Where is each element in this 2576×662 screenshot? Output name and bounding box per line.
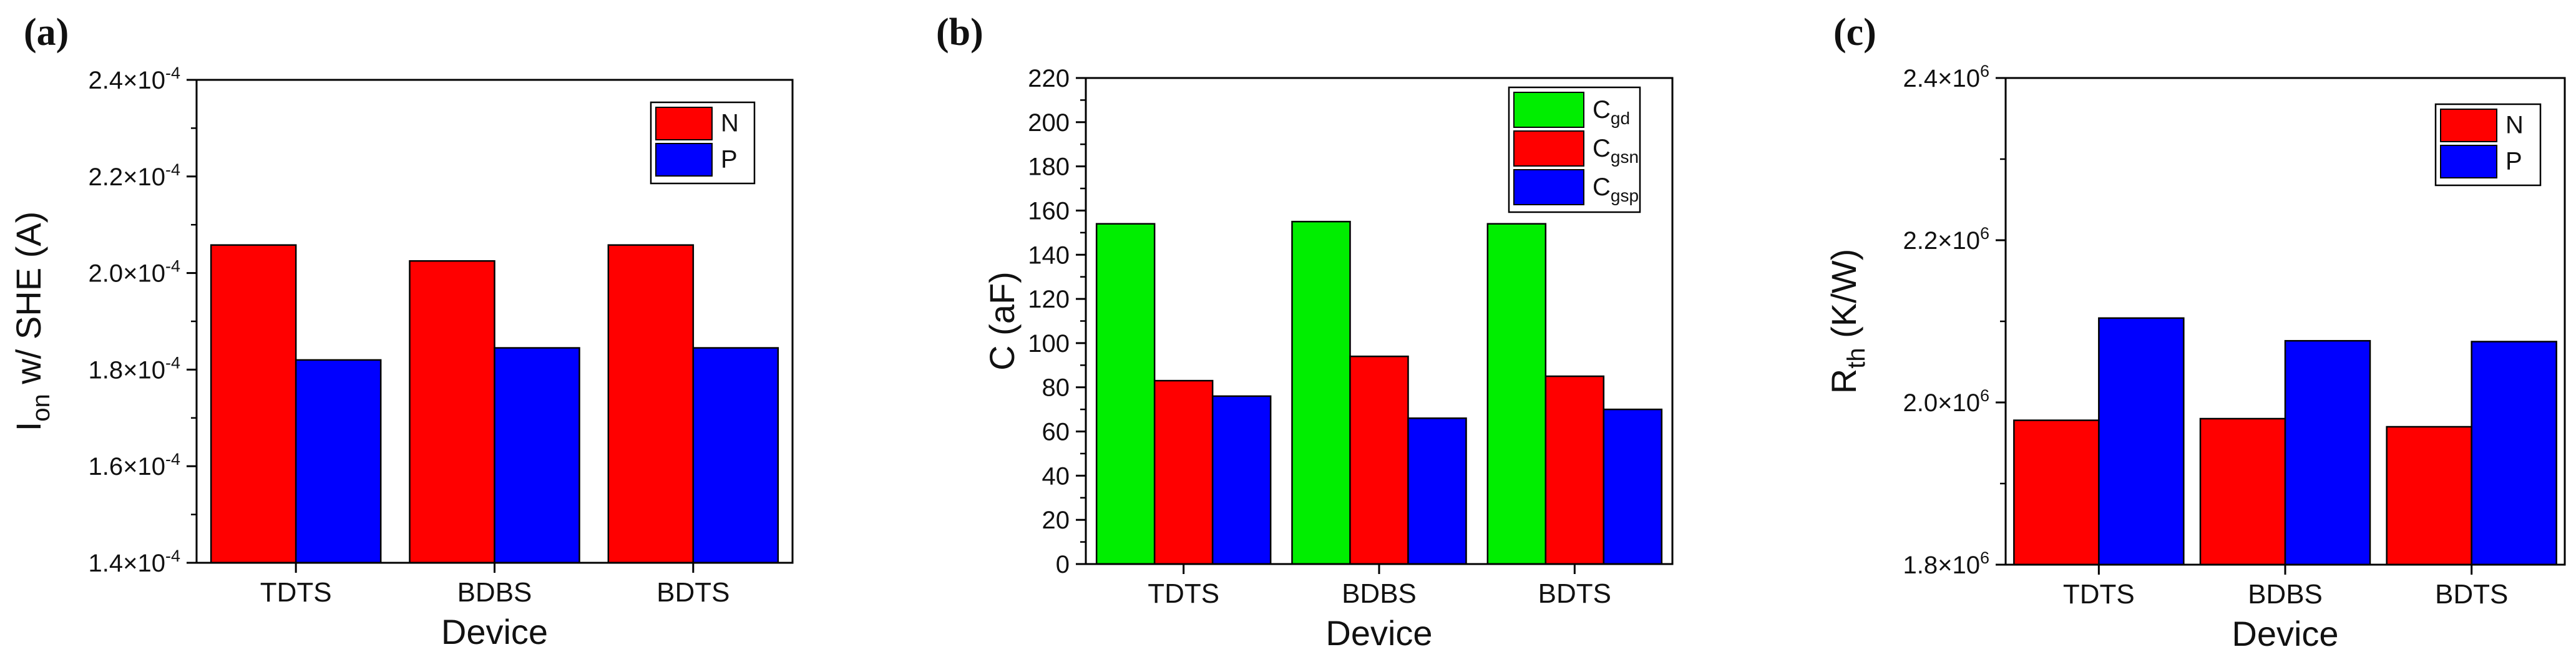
legend: NP xyxy=(650,101,756,185)
legend-swatch-cgsp xyxy=(1513,169,1584,205)
bar-bdts-cgd xyxy=(1486,223,1547,565)
y-axis-label: C (aF) xyxy=(982,271,1022,371)
y-axis-label: Rth (K/W) xyxy=(1824,249,1870,394)
bar-bdbs-cgsn xyxy=(1349,355,1409,565)
y-tick-label: 1.4×10-4 xyxy=(89,547,180,577)
y-tick-label: 220 xyxy=(1028,65,1070,92)
y-tick-label: 2.4×106 xyxy=(1903,62,1990,92)
bar-tdts-cgsn xyxy=(1153,379,1214,565)
bar-tdts-cgsp xyxy=(1211,395,1272,565)
legend: Cgd Cgsn Cgsp xyxy=(1508,86,1641,213)
y-tick-label: 120 xyxy=(1028,286,1070,313)
bar-bdbs-n xyxy=(2199,417,2286,566)
legend-swatch-p xyxy=(2440,145,2497,178)
x-axis-label: Device xyxy=(2232,614,2338,653)
bar-bdbs-cgd xyxy=(1291,220,1351,565)
y-tick-label: 140 xyxy=(1028,241,1070,269)
bar-bdbs-p xyxy=(2284,339,2371,566)
y-tick-label: 2.0×106 xyxy=(1903,386,1990,417)
panel-label: (c) xyxy=(1833,11,1876,54)
legend-label-cgsp: Cgsp xyxy=(1593,173,1639,205)
x-tick-label: BDBS xyxy=(2248,579,2323,610)
bar-bdts-cgsp xyxy=(1603,408,1663,565)
y-tick-label: 2.2×106 xyxy=(1903,224,1990,255)
chart-panel-3: (c) TDTS BDBS BDTS 1.8×106 2.0×106 2.2×106 2.4×… xyxy=(1824,11,2566,653)
bar-bdts-p xyxy=(692,347,779,564)
legend-label-p: P xyxy=(2505,147,2522,175)
y-tick-label: 200 xyxy=(1028,109,1070,137)
y-tick-label: 160 xyxy=(1028,197,1070,225)
bar-tdts-cgd xyxy=(1095,223,1156,565)
y-tick-label: 180 xyxy=(1028,153,1070,181)
x-tick-label: BDBS xyxy=(1342,578,1417,609)
x-tick-label: TDTS xyxy=(260,577,332,608)
bar-bdbs-cgsp xyxy=(1407,417,1467,565)
y-tick-label: 1.6×10-4 xyxy=(89,450,180,480)
chart-panel-2: (b) TDTS BDBS BDTS 0 20 40 60 80 100 120 140 160 180 2… xyxy=(936,11,1674,653)
y-axis-label: Ion w/ SHE (A) xyxy=(9,212,55,432)
legend-swatch-cgsn xyxy=(1513,130,1584,167)
legend-label-cgsn: Cgsn xyxy=(1593,135,1639,167)
panel-label: (a) xyxy=(24,11,69,54)
y-tick-label: 1.8×10-4 xyxy=(89,353,180,384)
y-tick-label: 100 xyxy=(1028,330,1070,358)
bar-bdts-p xyxy=(2471,341,2557,566)
x-tick-label: BDTS xyxy=(2435,579,2508,610)
chart-panel-1: (a) TDTS BDBS BDTS 1.4×10-4 1.6×10-4 1.8×10-4 2… xyxy=(9,11,794,651)
x-tick-label: BDTS xyxy=(1538,578,1611,609)
y-tick-label: 1.8×106 xyxy=(1903,548,1990,579)
y-tick-label: 40 xyxy=(1042,462,1070,490)
y-tick-label: 80 xyxy=(1042,374,1070,402)
legend-swatch-n xyxy=(655,107,713,140)
x-tick-label: TDTS xyxy=(2063,579,2135,610)
bar-bdbs-n xyxy=(409,260,495,564)
bar-bdbs-p xyxy=(494,347,580,564)
bar-tdts-p xyxy=(2098,317,2185,566)
bar-bdts-n xyxy=(2386,426,2472,566)
legend-label-n: N xyxy=(721,109,739,137)
bar-bdts-n xyxy=(607,244,695,564)
legend-swatch-p xyxy=(655,143,713,177)
y-tick-label: 20 xyxy=(1042,507,1070,534)
y-tick-label: 0 xyxy=(1056,551,1070,578)
y-tick-label: 2.0×10-4 xyxy=(89,257,180,288)
bar-bdts-cgsn xyxy=(1544,375,1605,565)
x-axis-label: Device xyxy=(441,612,548,651)
panel-label: (b) xyxy=(936,11,983,54)
legend-label-cgd: Cgd xyxy=(1593,96,1630,128)
legend-label-p: P xyxy=(721,145,738,173)
x-axis-label: Device xyxy=(1325,613,1432,653)
bar-tdts-n xyxy=(210,244,297,564)
legend-label-n: N xyxy=(2505,111,2524,139)
legend: NP xyxy=(2434,103,2542,187)
y-tick-label: 60 xyxy=(1042,419,1070,446)
x-tick-label: BDBS xyxy=(457,577,532,608)
bar-tdts-n xyxy=(2013,419,2100,566)
y-tick-label: 2.2×10-4 xyxy=(89,160,180,191)
legend-swatch-cgd xyxy=(1513,92,1584,128)
x-tick-label: TDTS xyxy=(1148,578,1219,609)
x-tick-label: BDTS xyxy=(656,577,729,608)
bar-tdts-p xyxy=(295,359,382,564)
legend-swatch-n xyxy=(2440,109,2497,142)
y-tick-label: 2.4×10-4 xyxy=(89,64,180,94)
